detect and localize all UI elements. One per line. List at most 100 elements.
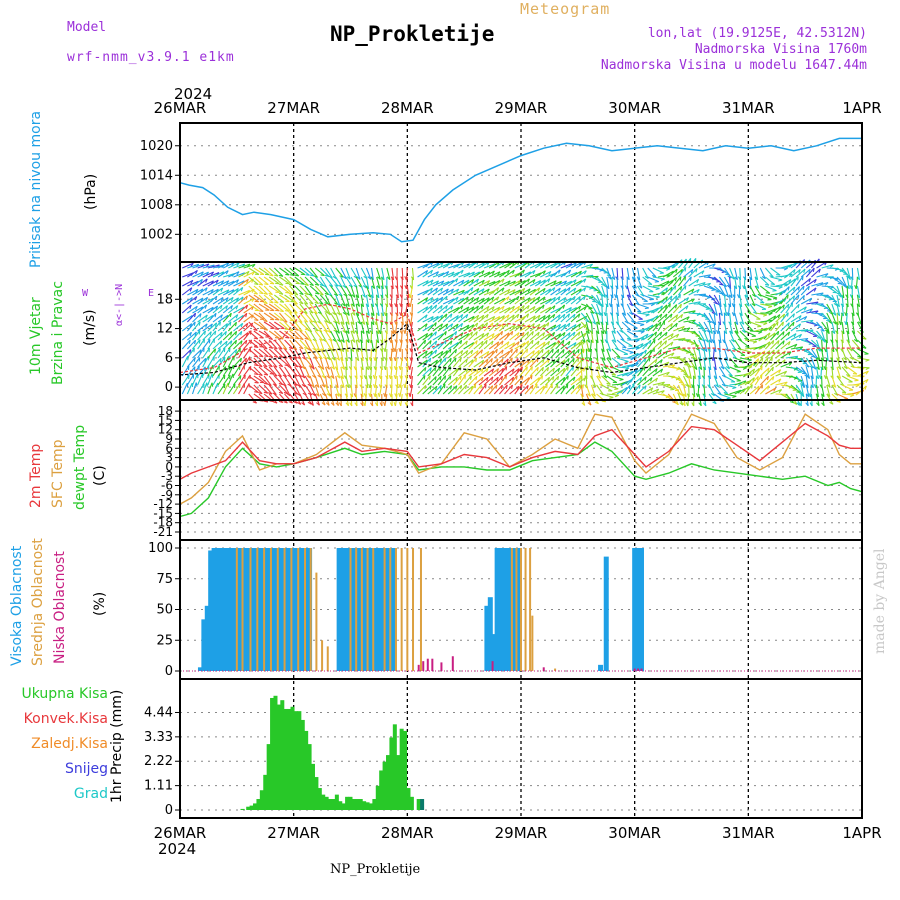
wind-barb [483,368,494,377]
wind-barb-head [289,319,294,322]
wind-barb-head [583,332,587,337]
wind-barb [560,340,571,350]
wind-barb-head [516,358,519,363]
cloud-bar [245,548,251,671]
wind-barb [330,366,335,379]
wind-barb-head [486,314,489,319]
wind-barb-head [704,339,709,343]
wind-barb [181,331,192,341]
wind-barb-head [553,272,558,277]
wind-barb-head [761,276,766,280]
wind-barb-head [638,285,643,289]
wind-barb [529,331,540,341]
wind-barb-head [507,270,510,275]
wind-barb-head [712,401,717,405]
wind-barb [289,330,300,340]
wind-barb-head [286,392,291,397]
wind-barb [498,374,507,386]
wind-barb-head [475,322,479,327]
wind-barb-head [553,280,557,285]
wind-barb [733,303,736,317]
wind-barb-head [510,348,513,353]
wind-barb [427,322,437,332]
wind-barb-head [210,271,215,276]
wind-barb [427,331,437,341]
wind-barb-head [430,297,434,302]
wind-barb [780,351,792,359]
wind-barb-head [820,329,825,332]
wind-barb-head [647,283,653,286]
wind-barb [442,348,452,359]
wind-barb-head [578,270,582,275]
wind-barb-head [640,324,645,327]
wind-barb [622,348,634,354]
wind-barb [468,340,478,350]
temp-tick-label: 18 [158,404,173,418]
wind-barb [355,285,360,298]
wind-barb-head [578,305,582,310]
wind-barb [330,267,337,279]
wind-barb [723,348,729,361]
wind-barb [565,342,577,350]
cloud-bar [300,548,306,671]
wind-barb [790,346,803,350]
cloud-bar [201,619,207,671]
wind-barb-head [408,302,411,307]
wind-barb-head [527,305,530,310]
wind-barb [570,313,581,323]
wind-barb [765,349,775,359]
wind-barb [238,383,245,395]
wind-barb [846,348,854,360]
wind-barb [191,382,197,395]
wind-barb [390,348,393,362]
wind-barb-head [374,321,377,326]
wind-barb [749,294,756,307]
wind-barb-head [362,285,367,289]
wind-barb [652,368,663,377]
wind-barb-head [588,357,591,362]
wind-barb [713,321,716,334]
wind-barb [519,297,531,305]
wind-barb [632,312,643,320]
wind-barb [534,287,546,296]
wind-barb [253,330,264,339]
wind-barb [340,267,347,279]
wind-barb [591,294,601,304]
wind-barb-head [253,328,258,331]
wind-barb [738,285,741,299]
wind-barb [840,312,843,325]
wind-barb [856,267,861,280]
wind-barb [821,294,834,300]
wind-barb [427,359,438,368]
wind-barb [698,321,707,333]
wind-barb [319,321,328,333]
wind-barb [764,356,773,368]
wind-barb-head [429,367,432,372]
wind-barb-head [521,366,523,371]
wind-barb [370,285,374,298]
wind-barb-head [350,321,355,325]
wind-barb [565,331,576,341]
wind-barb-head [328,284,333,288]
wind-barb [463,271,475,278]
wind-barb-head [782,313,786,318]
wind-barb [780,312,789,323]
wind-barb-head [193,321,196,326]
wind-barb-head [648,357,651,362]
wind-barb [631,384,641,395]
wind-barb [386,294,389,308]
wind-barb [299,366,306,379]
wind-barb-head [635,339,640,343]
wind-barb [534,332,545,341]
wind-barb-head [425,297,429,302]
wind-barb [601,312,604,325]
cloud-bar [211,548,217,671]
wind-barb [601,339,605,352]
wind-barb [268,276,280,285]
wind-barb [453,289,465,296]
wind-barb [243,297,255,305]
wind-barb [723,321,728,334]
cloud-bar [372,548,375,671]
wind-barb [831,366,834,379]
wind-barb [601,366,608,379]
